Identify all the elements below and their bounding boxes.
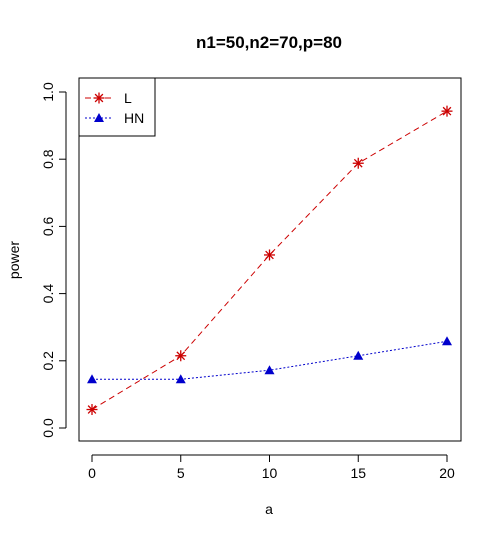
series-l-point [441, 105, 453, 117]
legend-entry: HN [85, 110, 144, 126]
series-hn [87, 336, 452, 384]
series-l [86, 105, 453, 416]
x-tick-label: 5 [177, 465, 185, 481]
x-tick-label: 0 [88, 465, 96, 481]
legend-marker [94, 113, 104, 122]
y-tick-label: 0.6 [40, 216, 56, 236]
y-tick-label: 0.2 [40, 351, 56, 371]
series-hn-point [442, 336, 452, 346]
series-l-point [86, 404, 98, 416]
x-axis-label: a [265, 501, 273, 517]
axes: 0 5 10 15 20 0.0 0.2 0.4 0.6 0.8 1.0 [40, 82, 455, 481]
series-hn-point [175, 374, 186, 384]
legend: L HN [78, 77, 156, 137]
series-l-point [264, 249, 275, 261]
series-l-line [91, 110, 448, 410]
legend-entry: L [85, 90, 132, 106]
series-l-point [175, 350, 187, 362]
y-tick-label: 0.8 [40, 149, 56, 169]
legend-label: HN [124, 110, 144, 126]
x-tick-label: 10 [262, 465, 278, 481]
series-layer [86, 105, 453, 416]
y-axis-label: power [6, 241, 22, 279]
legend-box [78, 77, 156, 137]
x-tick-label: 20 [439, 465, 455, 481]
y-tick-label: 1.0 [40, 82, 56, 102]
series-hn-point [264, 365, 275, 375]
series-hn-point [87, 374, 97, 384]
y-tick-label: 0.0 [40, 418, 56, 438]
x-tick-label: 15 [350, 465, 366, 481]
chart-title: n1=50,n2=70,p=80 [196, 33, 342, 52]
series-l-point [352, 157, 364, 169]
series-hn-point [353, 350, 364, 360]
legend-label: L [124, 90, 132, 106]
y-tick-label: 0.4 [40, 284, 56, 304]
legend-marker [93, 92, 105, 104]
plot-frame [78, 77, 462, 442]
